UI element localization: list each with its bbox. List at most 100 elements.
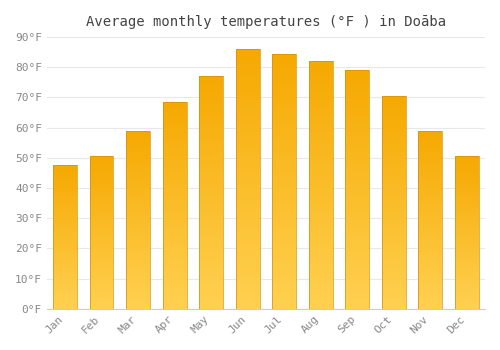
Bar [272, 69, 296, 74]
Bar [126, 230, 150, 234]
Bar [90, 156, 114, 159]
Bar [200, 188, 223, 193]
Bar [418, 241, 442, 245]
Bar [309, 289, 332, 294]
Bar [200, 109, 223, 113]
Bar [163, 139, 186, 144]
Bar [90, 266, 114, 269]
Bar [90, 230, 114, 232]
Bar [272, 191, 296, 197]
Bar [90, 303, 114, 306]
Bar [54, 254, 77, 257]
Bar [346, 147, 369, 152]
Bar [418, 287, 442, 291]
Bar [309, 76, 332, 81]
Bar [382, 296, 406, 300]
Bar [90, 241, 114, 245]
Bar [54, 203, 77, 205]
Bar [54, 263, 77, 266]
Bar [163, 102, 186, 106]
Bar [163, 127, 186, 131]
Bar [346, 209, 369, 214]
Bar [418, 212, 442, 216]
Bar [418, 205, 442, 209]
Bar [200, 113, 223, 118]
Bar [163, 147, 186, 152]
Bar [346, 189, 369, 194]
Bar [309, 91, 332, 96]
Bar [54, 274, 77, 277]
Bar [309, 145, 332, 150]
Bar [382, 164, 406, 168]
Bar [272, 120, 296, 125]
Bar [54, 171, 77, 174]
Bar [309, 284, 332, 289]
Bar [126, 177, 150, 181]
Bar [272, 135, 296, 140]
Bar [54, 286, 77, 289]
Bar [418, 138, 442, 141]
Bar [54, 168, 77, 171]
Bar [163, 284, 186, 288]
Bar [272, 253, 296, 258]
Bar [163, 259, 186, 263]
Bar [418, 131, 442, 134]
Bar [382, 194, 406, 198]
Bar [163, 189, 186, 193]
Bar [309, 96, 332, 101]
Bar [309, 304, 332, 309]
Bar [382, 126, 406, 130]
Bar [346, 194, 369, 199]
Bar [126, 245, 150, 248]
Bar [163, 205, 186, 210]
Bar [309, 219, 332, 225]
Bar [200, 197, 223, 202]
Bar [309, 150, 332, 155]
Bar [200, 95, 223, 100]
Bar [382, 190, 406, 194]
Bar [126, 163, 150, 166]
Bar [236, 179, 260, 184]
Bar [90, 217, 114, 220]
Bar [126, 284, 150, 287]
Bar [163, 181, 186, 185]
Bar [309, 135, 332, 140]
Bar [236, 163, 260, 169]
Bar [272, 258, 296, 263]
Bar [382, 198, 406, 202]
Bar [126, 141, 150, 145]
Bar [54, 211, 77, 214]
Bar [309, 230, 332, 235]
Bar [455, 172, 478, 175]
Bar [236, 101, 260, 106]
Bar [455, 263, 478, 266]
Bar [455, 156, 478, 309]
Bar [54, 246, 77, 248]
Bar [200, 104, 223, 109]
Bar [126, 259, 150, 262]
Bar [236, 111, 260, 117]
Bar [382, 139, 406, 143]
Bar [455, 294, 478, 296]
Bar [200, 81, 223, 86]
Bar [200, 220, 223, 225]
Bar [200, 216, 223, 220]
Bar [54, 297, 77, 300]
Bar [54, 292, 77, 294]
Bar [90, 159, 114, 162]
Bar [272, 186, 296, 191]
Bar [346, 204, 369, 209]
Bar [346, 299, 369, 304]
Bar [236, 231, 260, 236]
Bar [236, 236, 260, 241]
Bar [418, 270, 442, 273]
Bar [90, 226, 114, 230]
Bar [382, 262, 406, 266]
Bar [126, 188, 150, 191]
Bar [200, 230, 223, 235]
Bar [200, 118, 223, 123]
Bar [126, 223, 150, 227]
Bar [418, 134, 442, 138]
Bar [309, 225, 332, 230]
Bar [272, 207, 296, 212]
